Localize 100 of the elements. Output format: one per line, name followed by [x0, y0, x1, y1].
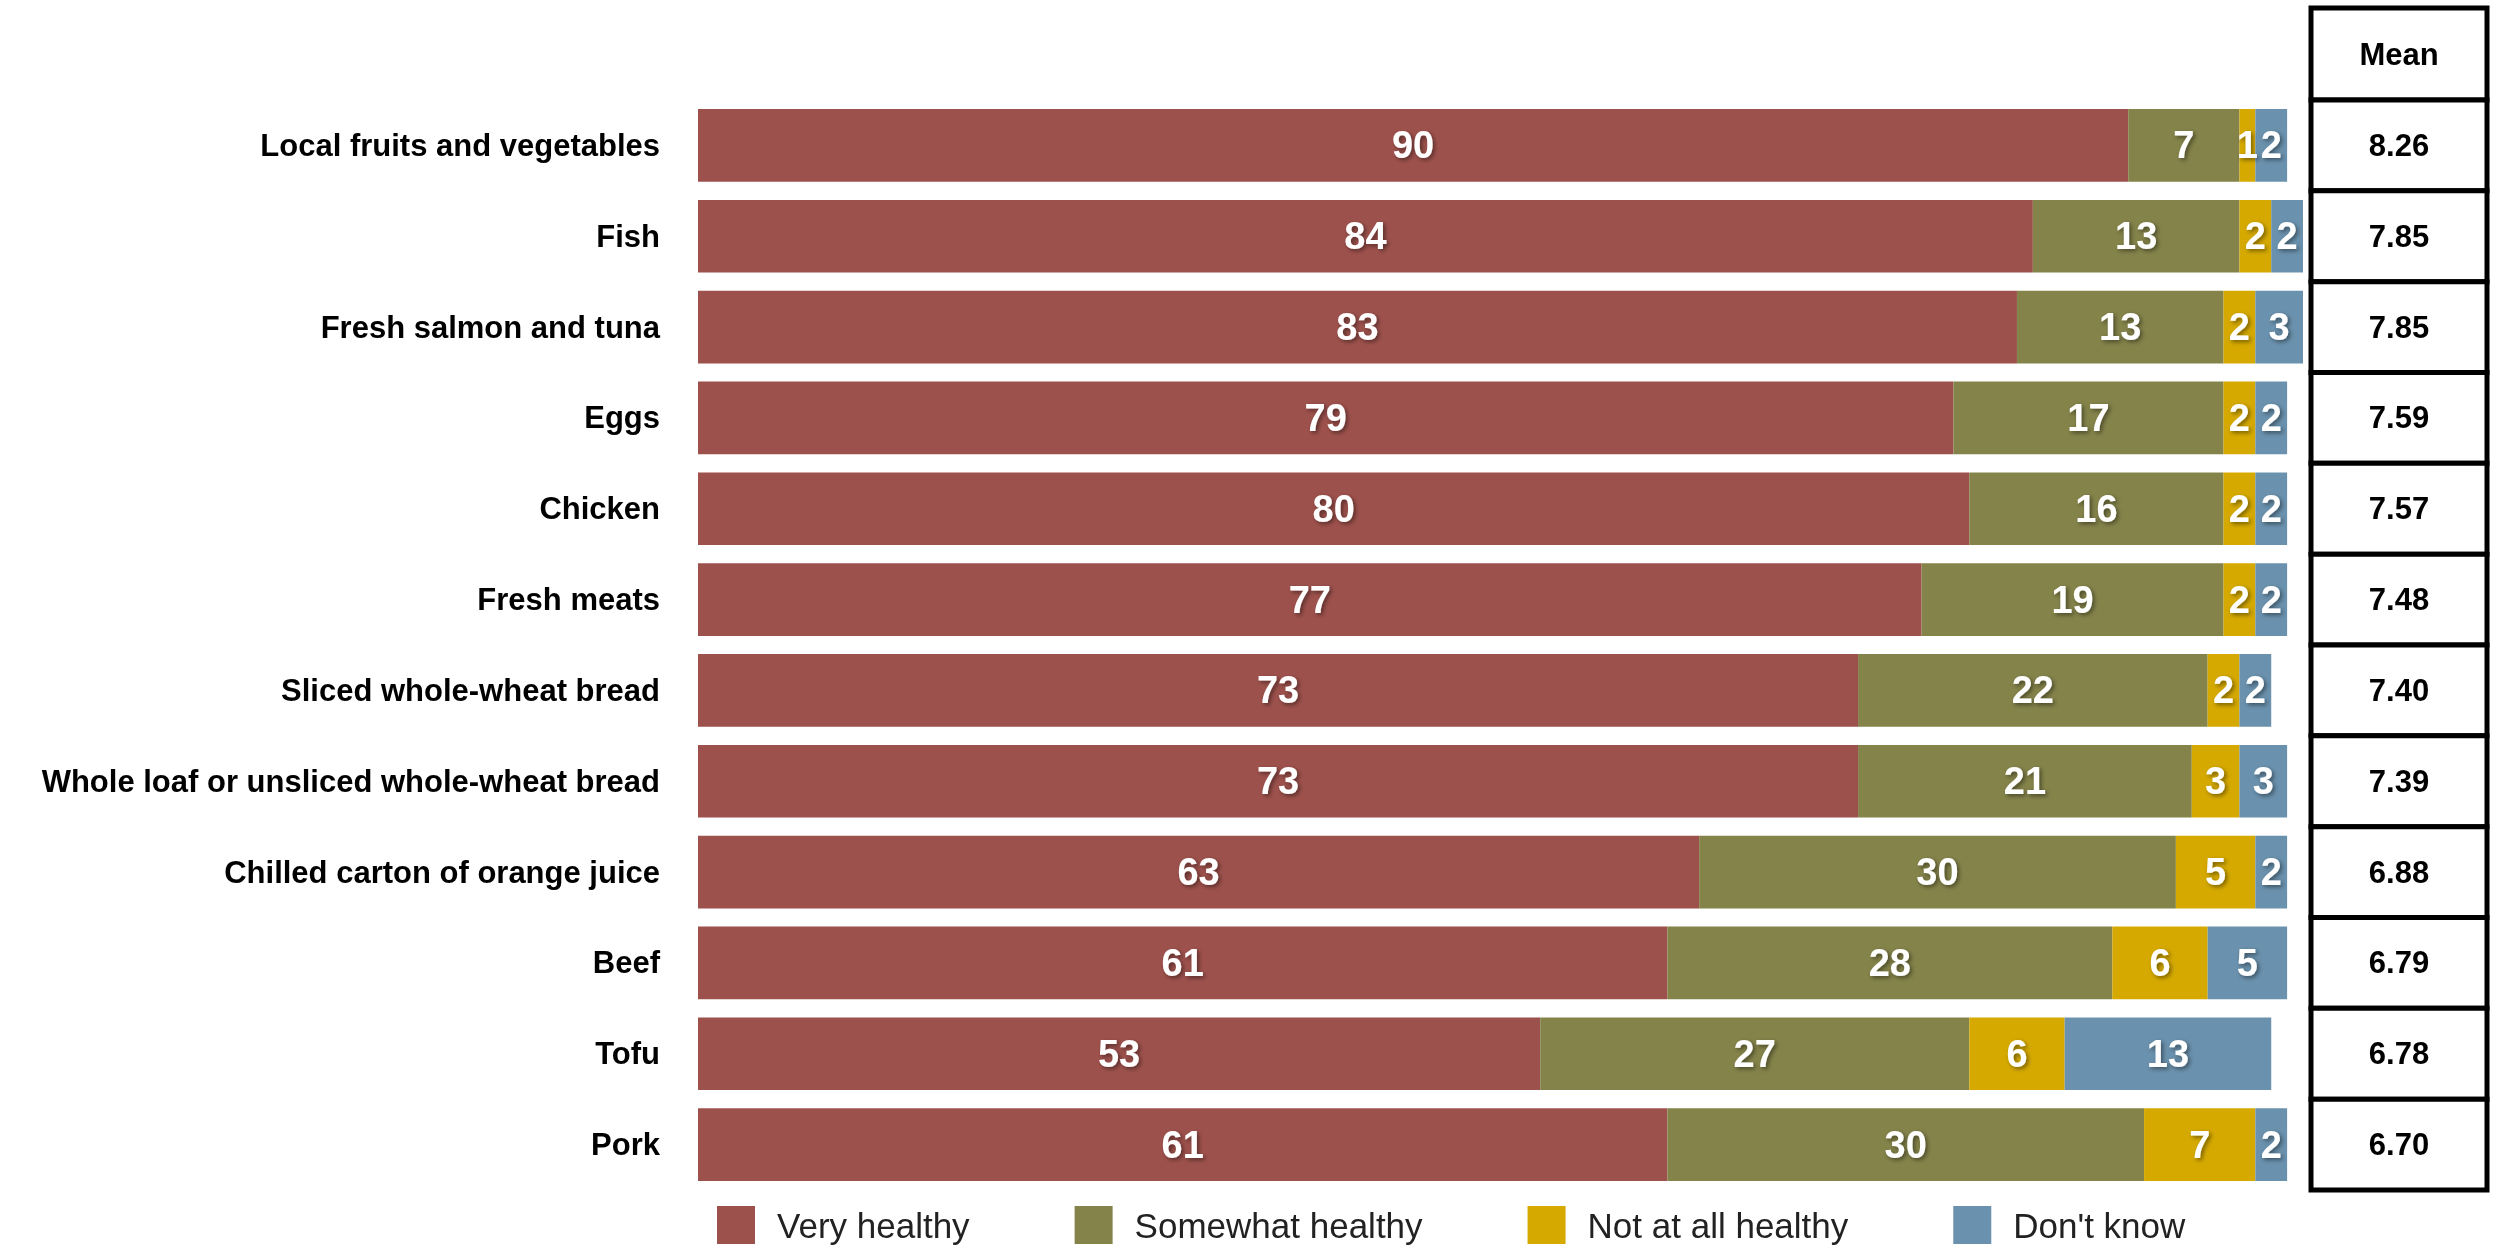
- data-label: 2: [2244, 669, 2266, 712]
- data-label: 5: [2236, 941, 2258, 984]
- data-label: 2: [2276, 215, 2298, 258]
- y-tick-label: Whole loaf or unsliced whole-wheat bread: [41, 763, 660, 799]
- data-label: 2: [2228, 578, 2251, 621]
- bar: [2032, 199, 2240, 273]
- data-label: 2: [2244, 215, 2266, 258]
- data-label: 77: [1288, 578, 1331, 621]
- data-label: 6: [2006, 1032, 2028, 1075]
- y-tick-label: Eggs: [584, 400, 660, 436]
- data-label: 2: [2260, 396, 2282, 439]
- bar: [698, 290, 2017, 364]
- data-label: 2: [2260, 851, 2282, 894]
- data-label: 61: [1161, 1123, 1204, 1166]
- bar: [1699, 835, 2176, 909]
- y-tick-label: Fresh meats: [477, 582, 660, 618]
- data-label: 16: [2075, 487, 2118, 530]
- text: 6.88: [2368, 854, 2430, 890]
- bar: [698, 1108, 1668, 1181]
- bar: [2016, 290, 2224, 364]
- bar: [2144, 1108, 2256, 1181]
- legend-label: Very healthy: [777, 1205, 971, 1245]
- bar: [1858, 654, 2208, 727]
- y-tick-label: Chicken: [539, 491, 660, 527]
- y-tick-label: Local fruits and vegetables: [260, 127, 660, 163]
- data-label: 83: [1336, 306, 1379, 349]
- bar: [698, 472, 1970, 546]
- data-label: 30: [1884, 1123, 1927, 1166]
- bar: [2112, 926, 2208, 1000]
- bar: [698, 926, 1668, 1000]
- legend-label: Don't know: [2013, 1205, 2187, 1245]
- data-label: 2: [2260, 1123, 2282, 1166]
- data-label: 2: [2212, 669, 2235, 712]
- data-label: 7: [2189, 1123, 2211, 1166]
- text: 7.57: [2368, 491, 2430, 527]
- data-label: 79: [1304, 396, 1347, 439]
- data-label: 7: [2173, 124, 2195, 167]
- data-label: 80: [1312, 487, 1355, 530]
- y-tick-label: Fresh salmon and tuna: [320, 309, 661, 345]
- data-label: 27: [1733, 1032, 1776, 1075]
- bar: [2128, 109, 2240, 182]
- data-label: 13: [2099, 306, 2142, 349]
- data-label: 90: [1391, 124, 1435, 167]
- data-label: 2: [2228, 396, 2251, 439]
- data-label: 73: [1256, 669, 1300, 712]
- legend-label: Somewhat healthy: [1134, 1205, 1424, 1245]
- text: 6.79: [2368, 945, 2430, 981]
- bar: [1921, 563, 2224, 636]
- data-label: 28: [1868, 941, 1911, 984]
- bar: [1858, 744, 2192, 818]
- y-tick-label: Chilled carton of orange juice: [224, 854, 660, 890]
- bar: [2207, 926, 2288, 1000]
- text: 7.39: [2368, 763, 2430, 799]
- text: 8.26: [2368, 127, 2430, 163]
- y-tick-label: Tofu: [595, 1036, 660, 1072]
- bar: [2191, 744, 2240, 818]
- data-label: 21: [2003, 760, 2047, 803]
- text: 6.78: [2368, 1036, 2430, 1072]
- text: 6.70: [2368, 1127, 2430, 1163]
- bar: [2175, 835, 2256, 909]
- data-label: 2: [2228, 487, 2251, 530]
- bar: [2255, 290, 2303, 364]
- text: 7.85: [2368, 309, 2430, 345]
- bar: [698, 1017, 1541, 1091]
- bar: [698, 381, 1954, 455]
- bar: [1953, 381, 2224, 455]
- data-label: 22: [2011, 669, 2054, 712]
- data-label: 13: [2115, 215, 2158, 258]
- bar: [698, 835, 1700, 909]
- bar: [2239, 744, 2288, 818]
- data-label: 2: [2260, 578, 2282, 621]
- y-tick-label: Sliced whole-wheat bread: [281, 672, 660, 708]
- data-label: 2: [2228, 306, 2251, 349]
- data-label: 3: [2205, 760, 2227, 803]
- data-label: 2: [2260, 487, 2282, 530]
- data-label: 17: [2067, 396, 2110, 439]
- data-label: 73: [1256, 760, 1300, 803]
- data-label: 63: [1177, 851, 1220, 894]
- data-label: 30: [1916, 851, 1959, 894]
- data-label: 5: [2205, 851, 2227, 894]
- text: 7.85: [2368, 218, 2430, 254]
- data-label: 84: [1344, 215, 1387, 258]
- bar: [1540, 1017, 1970, 1091]
- data-label: 53: [1097, 1032, 1141, 1075]
- bar: [698, 199, 2033, 273]
- legend-label: Not at all healthy: [1587, 1205, 1849, 1245]
- bar: [698, 744, 1859, 818]
- text: 7.40: [2368, 672, 2430, 708]
- data-label: 2: [2260, 124, 2282, 167]
- data-label: 6: [2149, 941, 2171, 984]
- y-tick-label: Fish: [596, 218, 660, 254]
- y-tick-label: Pork: [591, 1127, 661, 1163]
- bar: [698, 654, 1859, 727]
- y-tick-label: Beef: [592, 945, 661, 981]
- text: 7.48: [2368, 582, 2430, 618]
- bar: [1667, 1108, 2145, 1181]
- data-label: 3: [2268, 306, 2290, 349]
- data-label: 13: [2146, 1032, 2190, 1075]
- data-label: 3: [2252, 760, 2274, 803]
- bar: [698, 563, 1922, 636]
